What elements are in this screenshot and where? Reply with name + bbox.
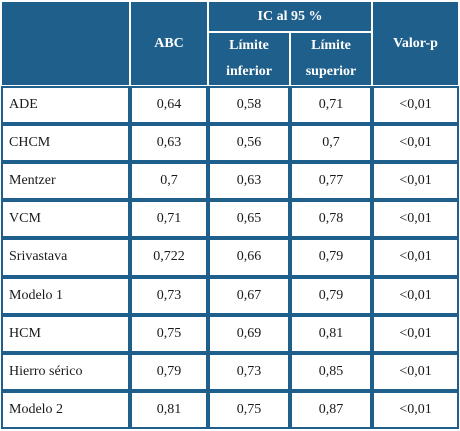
cell-abc: 0,79 <box>130 352 208 391</box>
cell-upper: 0,78 <box>290 200 373 239</box>
cell-upper: 0,85 <box>290 352 373 391</box>
cell-abc: 0,64 <box>130 86 208 125</box>
cell-pvalue: <0,01 <box>372 390 460 429</box>
header-upper-line1: Límite <box>311 38 351 53</box>
row-label: ADE <box>1 86 130 125</box>
cell-abc: 0,63 <box>130 124 208 163</box>
row-label: Modelo 1 <box>1 276 130 315</box>
table-row: Hierro sérico 0,79 0,73 0,85 <0,01 <box>1 352 460 391</box>
row-label: Hierro sérico <box>1 352 130 391</box>
table-row: Srivastava 0,722 0,66 0,79 <0,01 <box>1 238 460 277</box>
cell-upper: 0,71 <box>290 86 373 125</box>
table-body: ADE 0,64 0,58 0,71 <0,01 CHCM 0,63 0,56 … <box>1 86 460 429</box>
cell-pvalue: <0,01 <box>372 162 460 201</box>
header-lower-limit: Límite inferior <box>208 32 290 86</box>
cell-pvalue: <0,01 <box>372 276 460 315</box>
header-corner-cell <box>1 1 130 86</box>
cell-lower: 0,66 <box>208 238 290 277</box>
header-ci-group: IC al 95 % <box>208 1 373 32</box>
row-label: Modelo 2 <box>1 390 130 429</box>
cell-lower: 0,63 <box>208 162 290 201</box>
table-row: Modelo 2 0,81 0,75 0,87 <0,01 <box>1 390 460 429</box>
cell-abc: 0,73 <box>130 276 208 315</box>
table-row: HCM 0,75 0,69 0,81 <0,01 <box>1 314 460 353</box>
table-header: ABC IC al 95 % Valor-p Límite inferior L… <box>1 1 460 86</box>
cell-upper: 0,87 <box>290 390 373 429</box>
cell-upper: 0,77 <box>290 162 373 201</box>
header-upper-line2: superior <box>305 64 357 79</box>
table-row: ADE 0,64 0,58 0,71 <0,01 <box>1 86 460 125</box>
cell-lower: 0,73 <box>208 352 290 391</box>
row-label: VCM <box>1 200 130 239</box>
header-upper-limit: Límite superior <box>290 32 373 86</box>
row-label: CHCM <box>1 124 130 163</box>
cell-upper: 0,7 <box>290 124 373 163</box>
table-row: Modelo 1 0,73 0,67 0,79 <0,01 <box>1 276 460 315</box>
header-pvalue: Valor-p <box>372 1 460 86</box>
cell-abc: 0,71 <box>130 200 208 239</box>
cell-pvalue: <0,01 <box>372 238 460 277</box>
row-label: HCM <box>1 314 130 353</box>
cell-lower: 0,58 <box>208 86 290 125</box>
header-abc: ABC <box>130 1 208 86</box>
cell-lower: 0,75 <box>208 390 290 429</box>
row-label: Mentzer <box>1 162 130 201</box>
cell-pvalue: <0,01 <box>372 124 460 163</box>
cell-lower: 0,56 <box>208 124 290 163</box>
cell-abc: 0,7 <box>130 162 208 201</box>
cell-pvalue: <0,01 <box>372 314 460 353</box>
cell-upper: 0,81 <box>290 314 373 353</box>
cell-pvalue: <0,01 <box>372 86 460 125</box>
cell-lower: 0,69 <box>208 314 290 353</box>
header-lower-line1: Límite <box>229 38 269 53</box>
header-row-sub: Límite inferior Límite superior <box>1 32 459 86</box>
cell-pvalue: <0,01 <box>372 352 460 391</box>
cell-upper: 0,79 <box>290 276 373 315</box>
header-lower-line2: inferior <box>226 64 272 79</box>
table-row: Mentzer 0,7 0,63 0,77 <0,01 <box>1 162 460 201</box>
table-row: VCM 0,71 0,65 0,78 <0,01 <box>1 200 460 239</box>
cell-abc: 0,81 <box>130 390 208 429</box>
cell-abc: 0,722 <box>130 238 208 277</box>
cell-pvalue: <0,01 <box>372 200 460 239</box>
cell-lower: 0,67 <box>208 276 290 315</box>
cell-lower: 0,65 <box>208 200 290 239</box>
row-label: Srivastava <box>1 238 130 277</box>
header-row-top: ABC IC al 95 % Valor-p <box>1 1 460 86</box>
cell-upper: 0,79 <box>290 238 373 277</box>
cell-abc: 0,75 <box>130 314 208 353</box>
table-row: CHCM 0,63 0,56 0,7 <0,01 <box>1 124 460 163</box>
